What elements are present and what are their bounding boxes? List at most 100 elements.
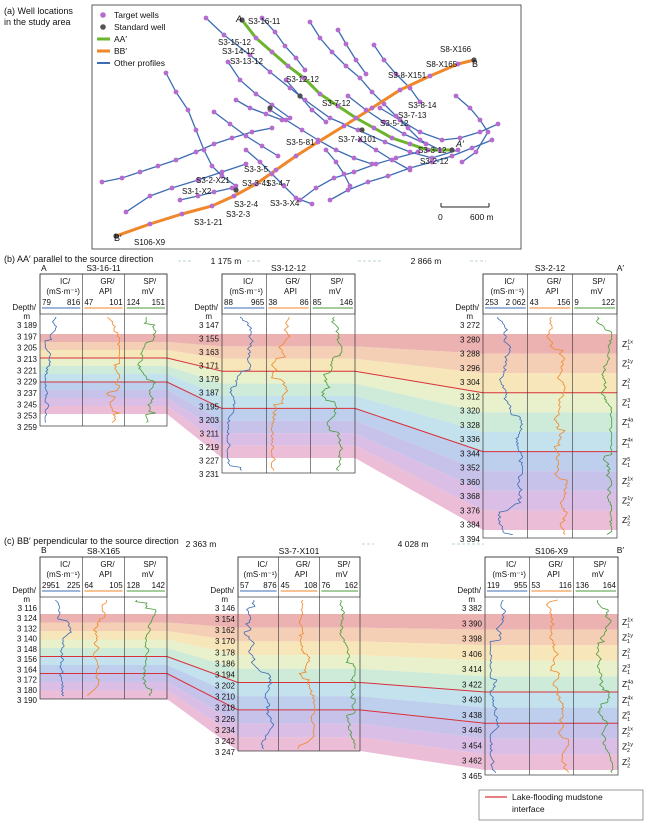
target-well-dot bbox=[317, 91, 323, 97]
well-label: S3-3-41 bbox=[242, 179, 271, 188]
panel-c-band-in-well bbox=[485, 707, 618, 724]
panel-c-band-in-well bbox=[485, 754, 618, 770]
profile-line-20 bbox=[325, 149, 351, 187]
target-well-dot bbox=[423, 141, 429, 147]
log-range-max: 86 bbox=[300, 298, 309, 307]
target-well-dot bbox=[473, 149, 479, 155]
log-range-max: 965 bbox=[251, 298, 265, 307]
panel-c-band-connector bbox=[360, 668, 485, 692]
target-well-dot bbox=[377, 105, 383, 111]
log-curve-gr bbox=[297, 599, 316, 750]
target-well-dot bbox=[437, 147, 443, 153]
depth-tick-label: 3 288 bbox=[460, 350, 481, 359]
target-well-dot bbox=[211, 189, 217, 195]
target-well-dot bbox=[173, 157, 179, 163]
depth-axis-unit: m bbox=[468, 595, 475, 604]
panel-c-band-connector bbox=[167, 673, 238, 724]
map-scale-bar: 0 600 m bbox=[438, 203, 494, 222]
depth-tick-label: 3 140 bbox=[17, 635, 38, 644]
target-well-dot bbox=[219, 173, 225, 179]
log-range-min: 2951 bbox=[42, 581, 60, 590]
panel-c-band-in-well bbox=[238, 709, 360, 724]
target-well-dot bbox=[243, 147, 249, 153]
target-well-dot bbox=[369, 89, 375, 95]
panel-b-band-connector bbox=[167, 374, 222, 409]
depth-axis-unit: m bbox=[466, 312, 473, 321]
well-label: S3-1-X2 bbox=[182, 187, 212, 196]
depth-tick-label: 3 226 bbox=[215, 715, 236, 724]
panel-b-band-in-well bbox=[222, 334, 355, 347]
target-well-dot bbox=[323, 147, 329, 153]
panel-b-gap-label: 2 866 m bbox=[411, 256, 442, 266]
panel-c-zone-label: Z2 2 bbox=[622, 757, 630, 770]
panel-a-map: (a) Well locations in the study area Tar… bbox=[4, 4, 522, 250]
target-well-dot bbox=[233, 97, 239, 103]
well-header-box bbox=[39, 273, 168, 315]
target-well-dot bbox=[203, 15, 209, 21]
target-well-dot bbox=[467, 105, 473, 111]
target-well-dot bbox=[315, 139, 321, 145]
panel-b-zone-label: Z3 1 bbox=[622, 398, 630, 411]
target-well-dot bbox=[209, 163, 215, 169]
log-column-name: SP/ bbox=[143, 560, 157, 569]
target-well-dot bbox=[449, 153, 455, 159]
panel-c-band-connector bbox=[360, 627, 485, 646]
target-well-dot bbox=[331, 175, 337, 181]
panel-b-band-in-well bbox=[40, 342, 167, 350]
well-label: S3-1-21 bbox=[194, 218, 223, 227]
panel-b-band-in-well bbox=[483, 392, 617, 413]
target-well-dot bbox=[369, 105, 375, 111]
target-well-dot bbox=[389, 135, 395, 141]
panel-c-zone-label: Z4a 1 bbox=[622, 679, 634, 692]
legend-aa-label: AA′ bbox=[114, 34, 127, 44]
target-well-dot bbox=[453, 93, 459, 99]
log-range-min: 43 bbox=[530, 298, 539, 307]
panel-b-band-connector bbox=[355, 445, 483, 530]
depth-tick-label: 3 132 bbox=[17, 624, 38, 633]
panel-b-interface-line bbox=[354, 407, 484, 453]
log-column-name: IC/ bbox=[60, 560, 71, 569]
target-well-dot bbox=[455, 61, 461, 67]
log-column-unit: API bbox=[99, 570, 112, 579]
panel-b-band-in-well bbox=[483, 432, 617, 452]
target-well-dot bbox=[193, 149, 199, 155]
legend-other-label: Other profiles bbox=[114, 58, 165, 68]
depth-tick-label: 3 312 bbox=[460, 392, 481, 401]
depth-axis-label: Depth/ bbox=[12, 586, 36, 595]
log-range-min: 136 bbox=[576, 581, 590, 590]
depth-tick-label: 3 227 bbox=[199, 456, 220, 465]
well-label: S3-14-12 bbox=[222, 47, 255, 56]
target-well-dot bbox=[237, 77, 243, 83]
log-column-unit: mV bbox=[592, 570, 605, 579]
log-range-min: 38 bbox=[268, 298, 277, 307]
panel-b-zone-label: Z1x 2 bbox=[622, 476, 633, 489]
depth-axis-unit: m bbox=[205, 312, 212, 321]
target-well-dot bbox=[363, 107, 369, 113]
target-well-dot bbox=[233, 183, 239, 189]
panel-b-band-in-well bbox=[483, 373, 617, 393]
depth-tick-label: 3 156 bbox=[17, 655, 38, 664]
map-end-a: A bbox=[235, 14, 242, 24]
log-column-unit: mV bbox=[142, 287, 155, 296]
log-curve-sp bbox=[134, 599, 157, 697]
log-range-min: 47 bbox=[84, 298, 93, 307]
target-well-dot bbox=[381, 119, 387, 125]
scale-bar-length: 600 m bbox=[470, 212, 494, 222]
panel-c-gap-label: 2 363 m bbox=[186, 539, 217, 549]
target-well-dot bbox=[269, 171, 275, 177]
panel-b-interface-line bbox=[166, 357, 223, 372]
depth-tick-label: 3 390 bbox=[462, 619, 483, 628]
depth-tick-label: 3 360 bbox=[460, 478, 481, 487]
target-well-dot bbox=[393, 71, 399, 77]
target-well-dot bbox=[351, 155, 357, 161]
panel-c-band-in-well bbox=[485, 645, 618, 661]
depth-tick-label: 3 210 bbox=[215, 693, 236, 702]
panel-c-zone-label: Z1y 1 bbox=[622, 632, 633, 645]
log-column-name: GR/ bbox=[296, 560, 311, 569]
legend-target-dot bbox=[100, 12, 106, 18]
panel-c-band-connector bbox=[167, 614, 238, 628]
target-well-dot bbox=[293, 153, 299, 159]
log-column-unit: (mS·m⁻¹) bbox=[229, 287, 263, 296]
depth-tick-label: 3 186 bbox=[215, 659, 236, 668]
